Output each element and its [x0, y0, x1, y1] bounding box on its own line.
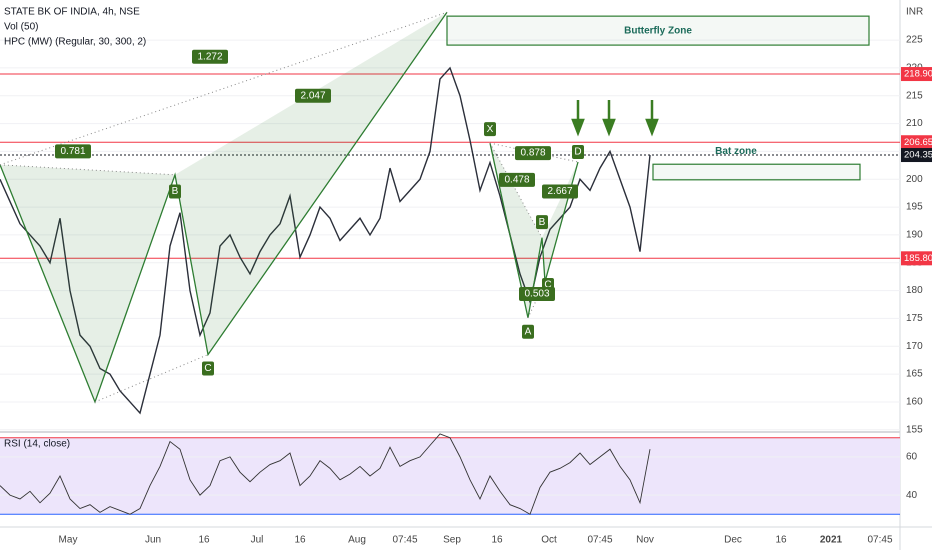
pattern-tag: B	[172, 186, 179, 197]
y-tick-label: 175	[906, 313, 923, 324]
level-tag	[901, 251, 932, 266]
pattern-tag-box	[295, 88, 331, 103]
pattern-tag-box	[499, 172, 535, 187]
pattern-tag-box	[572, 144, 584, 159]
zone-label: Butterfly Zone	[624, 25, 692, 36]
rsi-band	[0, 437, 900, 515]
y-tick-label: 190	[906, 230, 923, 241]
level-label: 218.90	[904, 69, 932, 80]
x-tick-label: Aug	[348, 535, 366, 546]
y-tick-label: 160	[906, 397, 923, 408]
level-label: 204.35	[904, 150, 932, 161]
x-tick-label: 07:45	[587, 535, 612, 546]
pattern-dotted	[0, 11, 448, 403]
arrow	[602, 100, 616, 137]
pattern-tag-box	[522, 324, 534, 339]
x-tick-label: Jun	[145, 535, 161, 546]
y-tick-label: 200	[906, 174, 923, 185]
indicator: HPC (MW) (Regular, 30, 300, 2)	[4, 37, 146, 48]
pattern-tag-box	[192, 49, 228, 64]
x-tick-label: 2021	[820, 535, 843, 546]
level-tag	[901, 67, 932, 82]
zone-label: Bat zone	[715, 146, 757, 157]
pattern-tag: A	[525, 326, 532, 337]
y-tick-label: 165	[906, 369, 923, 380]
level-label: 206.65	[904, 137, 932, 148]
pattern-tag: 2.047	[300, 90, 325, 101]
y-tick-label: 170	[906, 341, 923, 352]
rsi-title: RSI (14, close)	[4, 439, 70, 450]
level-tag	[901, 135, 932, 150]
x-tick-label: 07:45	[392, 535, 417, 546]
x-tick-label: Sep	[443, 535, 461, 546]
pattern-tag: C	[204, 363, 211, 374]
indicator: Vol (50)	[4, 22, 38, 33]
x-tick-label: Nov	[636, 535, 654, 546]
y-tick-label: 60	[906, 452, 918, 463]
y-tick-label: 180	[906, 285, 923, 296]
x-tick-label: 16	[775, 535, 787, 546]
pattern-line	[489, 142, 579, 319]
series-line	[0, 66, 651, 415]
pattern-line	[0, 11, 448, 404]
pattern-tag: 0.781	[60, 146, 85, 157]
arrow	[645, 100, 659, 137]
x-tick-label: 16	[491, 535, 503, 546]
zone-box	[446, 15, 870, 46]
pattern-tag: X	[487, 124, 494, 135]
x-tick-label: Jul	[251, 535, 264, 546]
level-label: 185.80	[904, 253, 932, 264]
zone-box	[652, 163, 861, 181]
level-tag	[901, 148, 932, 163]
pattern-tag-box	[55, 144, 91, 159]
pattern-tag: 0.503	[524, 289, 549, 300]
pattern-tag: D	[574, 147, 581, 158]
pattern-tag: 0.878	[520, 148, 545, 159]
pattern-tag-box	[169, 184, 181, 199]
x-tick-label: Dec	[724, 535, 742, 546]
x-tick-label: 07:45	[867, 535, 892, 546]
y-tick-label: 195	[906, 202, 923, 213]
pattern-tag-box	[542, 184, 578, 199]
pattern-area	[0, 164, 175, 402]
pattern-tag: 0.478	[504, 174, 529, 185]
y-tick-label: 40	[906, 490, 918, 501]
pattern-tag: 1.272	[197, 51, 222, 62]
y-tick-label: 225	[906, 35, 923, 46]
x-tick-label: 16	[294, 535, 306, 546]
currency: INR	[906, 7, 923, 18]
x-tick-label: Oct	[541, 535, 557, 546]
symbol-title: STATE BK OF INDIA, 4h, NSE	[4, 7, 140, 18]
pattern-tag: C	[544, 280, 551, 291]
y-tick-label: 215	[906, 90, 923, 101]
pattern-area	[175, 12, 447, 355]
pattern-tag-box	[515, 146, 551, 161]
x-tick-label: May	[59, 535, 78, 546]
x-tick-label: 16	[198, 535, 210, 546]
pattern-tag: 2.667	[547, 186, 572, 197]
pattern-tag-box	[519, 286, 555, 301]
pattern-tag: B	[539, 217, 546, 228]
arrow	[571, 100, 585, 137]
y-tick-label: 210	[906, 118, 923, 129]
y-tick-label: 155	[906, 424, 923, 435]
series-line	[0, 433, 651, 515]
pattern-tag-box	[202, 361, 214, 376]
plot: 1551601651701751801851901952002052102152…	[0, 11, 932, 546]
pattern-tag-box	[536, 215, 548, 230]
pattern-tag-box	[484, 122, 496, 137]
